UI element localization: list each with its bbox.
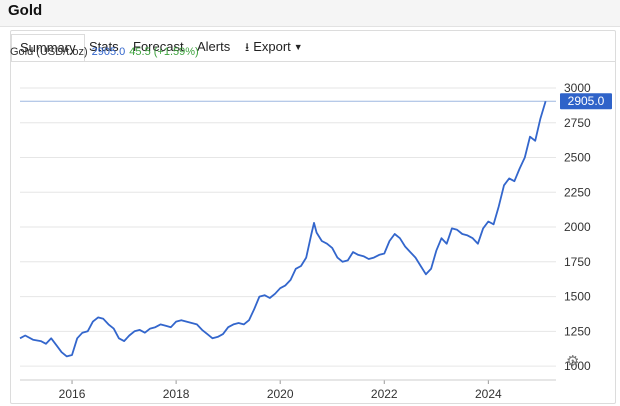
download-icon: ⭳ bbox=[245, 40, 250, 54]
y-tick-label: 1000 bbox=[564, 359, 591, 373]
tab-summary[interactable]: Summary bbox=[11, 34, 85, 62]
legend-value: 2905.0 bbox=[91, 46, 126, 58]
y-tick-label: 1250 bbox=[564, 324, 591, 338]
y-tick-label: 2500 bbox=[564, 151, 591, 165]
y-tick-label: 1500 bbox=[564, 290, 591, 304]
caret-down-icon: ▼ bbox=[293, 42, 303, 52]
gear-icon[interactable]: ⚙ bbox=[566, 353, 580, 370]
price-series-line bbox=[19, 100, 547, 358]
x-tick-label: 2016 bbox=[59, 387, 86, 401]
tab-divider bbox=[11, 61, 615, 62]
chart-legend: Gold (USD/t.oz) 2905.0 45.5 (+1.59%) bbox=[10, 46, 199, 58]
legend-label: Gold (USD/t.oz) bbox=[10, 46, 88, 58]
y-tick-label: 2250 bbox=[564, 185, 591, 199]
tab-forecast[interactable]: Forecast bbox=[133, 39, 184, 54]
y-tick-label: 2750 bbox=[564, 116, 591, 130]
current-value-badge bbox=[560, 93, 612, 110]
export-label: Export bbox=[253, 39, 291, 54]
tab-export[interactable]: ⭳ Export ▼ bbox=[245, 35, 303, 59]
current-value-badge-label: 2905.0 bbox=[568, 94, 605, 108]
header-bar: Gold bbox=[0, 0, 620, 27]
y-tick-label: 1750 bbox=[564, 255, 591, 269]
chart-panel: Summary Stats Forecast Alerts ⭳ Export ▼ bbox=[10, 30, 616, 404]
tab-alerts[interactable]: Alerts bbox=[197, 39, 231, 54]
page-title: Gold bbox=[8, 2, 43, 19]
y-tick-label: 3000 bbox=[564, 81, 591, 95]
y-tick-label: 2000 bbox=[564, 220, 591, 234]
x-tick-label: 2022 bbox=[371, 387, 398, 401]
tab-stats[interactable]: Stats bbox=[89, 39, 119, 54]
x-tick-label: 2024 bbox=[475, 387, 502, 401]
x-tick-label: 2020 bbox=[267, 387, 294, 401]
x-tick-label: 2018 bbox=[163, 387, 190, 401]
tab-bar: Summary Stats Forecast Alerts ⭳ Export ▼ bbox=[11, 31, 615, 62]
legend-change: 45.5 (+1.59%) bbox=[129, 46, 199, 58]
